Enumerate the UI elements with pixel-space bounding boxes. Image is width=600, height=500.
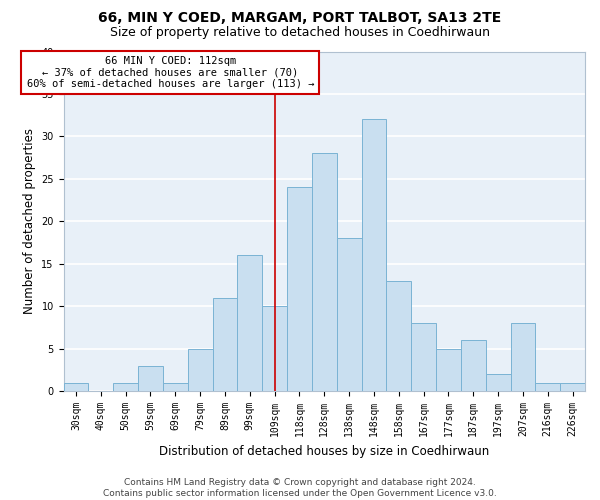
Bar bbox=[64, 382, 88, 391]
Bar bbox=[337, 238, 362, 391]
Bar bbox=[188, 348, 212, 391]
Bar bbox=[362, 120, 386, 391]
Bar bbox=[138, 366, 163, 391]
Bar bbox=[485, 374, 511, 391]
Bar bbox=[287, 188, 312, 391]
Bar bbox=[411, 324, 436, 391]
Text: 66, MIN Y COED, MARGAM, PORT TALBOT, SA13 2TE: 66, MIN Y COED, MARGAM, PORT TALBOT, SA1… bbox=[98, 11, 502, 25]
Bar bbox=[511, 324, 535, 391]
Bar bbox=[262, 306, 287, 391]
Y-axis label: Number of detached properties: Number of detached properties bbox=[23, 128, 36, 314]
Text: 66 MIN Y COED: 112sqm
← 37% of detached houses are smaller (70)
60% of semi-deta: 66 MIN Y COED: 112sqm ← 37% of detached … bbox=[26, 56, 314, 89]
Bar bbox=[212, 298, 238, 391]
Text: Size of property relative to detached houses in Coedhirwaun: Size of property relative to detached ho… bbox=[110, 26, 490, 39]
Bar bbox=[535, 382, 560, 391]
Bar bbox=[238, 256, 262, 391]
Bar bbox=[436, 348, 461, 391]
Bar bbox=[312, 154, 337, 391]
Bar bbox=[461, 340, 485, 391]
X-axis label: Distribution of detached houses by size in Coedhirwaun: Distribution of detached houses by size … bbox=[159, 444, 490, 458]
Bar bbox=[163, 382, 188, 391]
Bar bbox=[560, 382, 585, 391]
Bar bbox=[113, 382, 138, 391]
Text: Contains HM Land Registry data © Crown copyright and database right 2024.
Contai: Contains HM Land Registry data © Crown c… bbox=[103, 478, 497, 498]
Bar bbox=[386, 281, 411, 391]
